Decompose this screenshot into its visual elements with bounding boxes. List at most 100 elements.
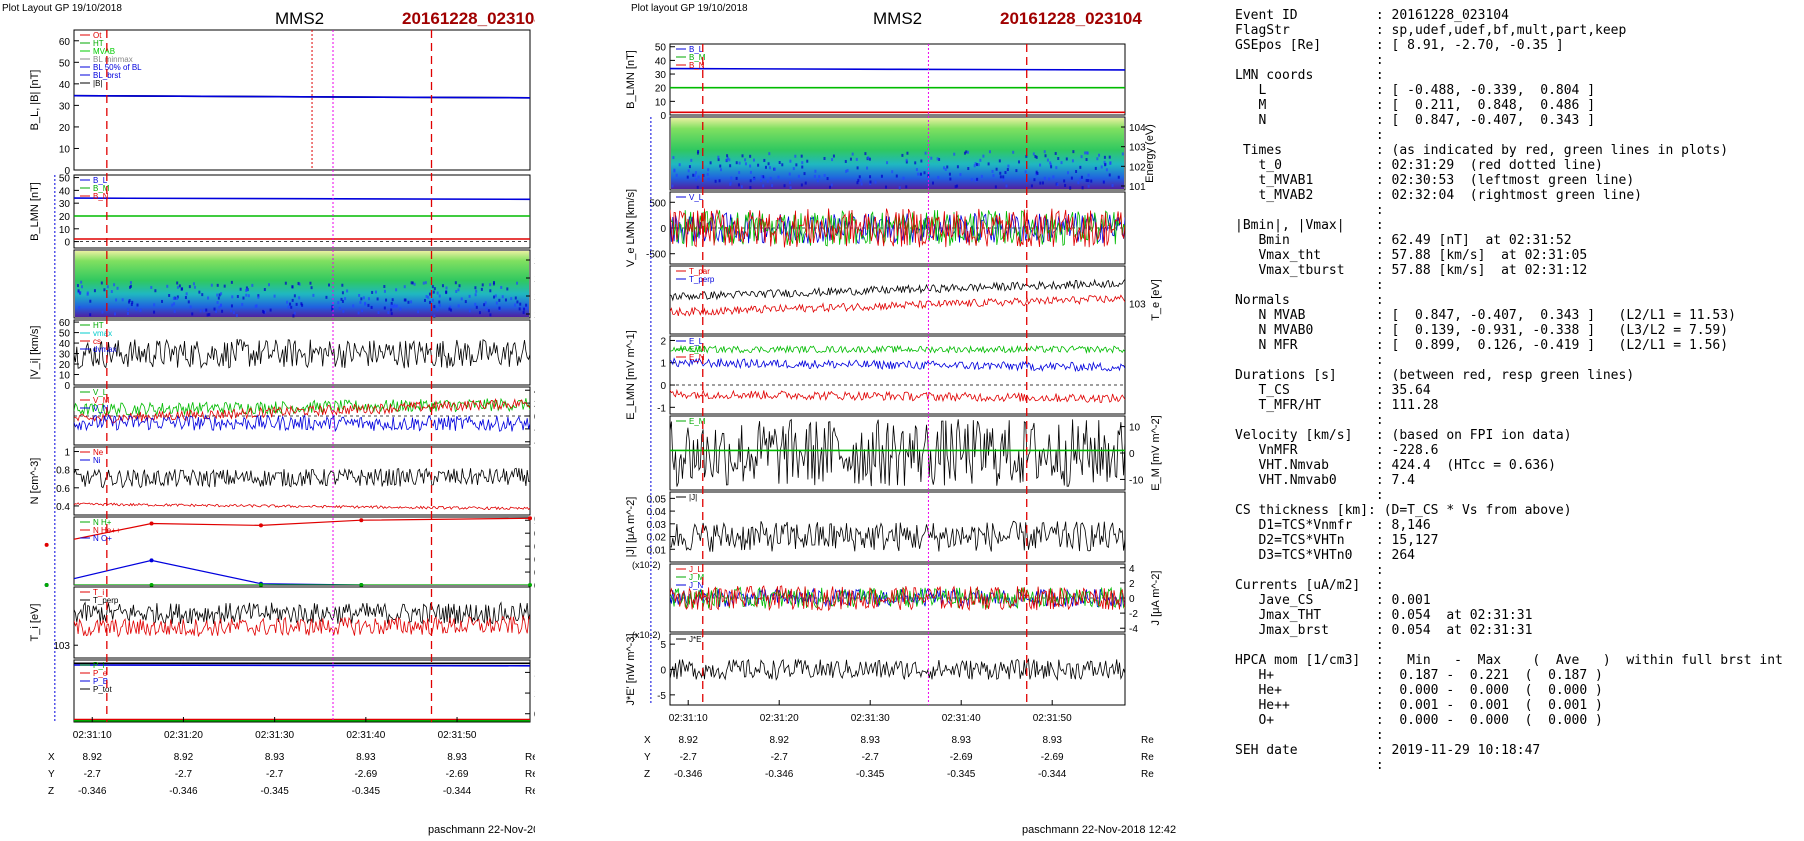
spec-pixel — [86, 291, 89, 295]
axis-label: J*E' [nW m^-3] — [625, 633, 637, 705]
legend-entry: V_L — [689, 193, 704, 202]
spec-pixel — [393, 303, 396, 307]
tick-label: 0 — [534, 581, 535, 592]
spec-pixel — [458, 284, 461, 288]
spec-pixel — [113, 312, 116, 316]
spec-pixel — [185, 292, 188, 296]
spec-pixel — [376, 297, 379, 301]
spec-pixel — [460, 297, 463, 301]
tick-label: 0.2 — [534, 568, 535, 579]
panel-Ni: 10.80.60.40.20N_i [cm^-3](x10-3)N H+N He… — [44, 513, 535, 592]
spec-pixel — [254, 304, 257, 308]
info-line: : — [1375, 53, 1384, 68]
spec-pixel — [856, 166, 859, 170]
spec-pixel — [474, 286, 477, 290]
info-line: Durations [s] : (between red, resp green… — [1235, 368, 1635, 383]
info-line: D3=TCS*VHTn0 : 264 — [1258, 548, 1416, 563]
spec-pixel — [702, 173, 705, 177]
spec-pixel — [717, 158, 720, 162]
spec-pixel — [948, 172, 951, 176]
spec-pixel — [481, 283, 484, 287]
series-e-m-bf — [670, 418, 1125, 487]
spec-pixel — [1096, 157, 1099, 161]
spec-pixel — [749, 154, 752, 158]
spec-pixel — [867, 156, 870, 160]
spec-pixel — [198, 290, 201, 294]
spec-pixel — [331, 305, 334, 309]
info-line: He+ : 0.000 - 0.000 ( 0.000 ) — [1258, 683, 1603, 698]
spec-pixel — [298, 296, 301, 300]
spec-pixel — [1072, 150, 1075, 154]
tick-label: -20 — [534, 425, 535, 436]
spec-pixel — [247, 294, 250, 298]
spec-pixel — [1057, 157, 1060, 161]
tick-label: 5 — [660, 640, 666, 651]
series--v-i- — [74, 338, 530, 369]
axis-label: |V_i| [km/s] — [29, 325, 41, 379]
spec-pixel — [489, 313, 492, 317]
tick-label: 40 — [59, 186, 71, 197]
spec-pixel — [976, 177, 979, 181]
coord-unit: Re — [525, 752, 535, 763]
spec-pixel — [760, 175, 763, 179]
spec-pixel — [1069, 186, 1072, 190]
spec-pixel — [340, 297, 343, 301]
spec-pixel — [126, 311, 129, 315]
panel-frame — [73, 319, 531, 386]
spec-pixel — [1104, 163, 1107, 167]
spec-pixel — [189, 305, 192, 309]
series-e-m — [670, 344, 1125, 355]
spec-pixel — [218, 293, 221, 297]
legend-entry: N H+ — [93, 518, 112, 527]
axis-label: E_M [mV m^-2] — [1150, 415, 1162, 490]
spec-pixel — [1048, 177, 1051, 181]
info-line: M : [ 0.211, 0.848, 0.486 ] — [1258, 98, 1596, 113]
axis-label: J [μA m^-2] — [1150, 571, 1162, 626]
tick-label: 103 — [534, 274, 535, 285]
spec-pixel — [423, 298, 426, 302]
coord-label: Y — [48, 769, 55, 780]
spec-pixel — [241, 303, 244, 307]
spec-pixel — [801, 161, 804, 165]
spec-pixel — [129, 281, 132, 285]
spec-pixel — [475, 289, 478, 293]
spec-pixel — [800, 154, 803, 158]
spec-pixel — [130, 303, 133, 307]
info-line: L : [ -0.488, -0.339, 0.804 ] — [1258, 83, 1596, 98]
spec-pixel — [982, 154, 985, 158]
spec-pixel — [1079, 177, 1082, 181]
spec-pixel — [89, 299, 92, 303]
spec-pixel — [325, 295, 328, 299]
axis-label: E_LMN [mV m^-1] — [625, 330, 637, 420]
axis-label: T_e [eV] — [1150, 279, 1162, 321]
tick-label: 40 — [59, 339, 71, 350]
coord-label: X — [48, 752, 55, 763]
spec-pixel — [767, 162, 770, 166]
tick-label: 1 — [660, 359, 666, 370]
legend-entry: MVAB — [93, 47, 115, 56]
spec-pixel — [291, 285, 294, 289]
spec-pixel — [413, 282, 416, 286]
legend-entry: BL minmax — [93, 55, 133, 64]
spec-pixel — [1046, 158, 1049, 162]
spec-pixel — [121, 298, 124, 302]
spec-pixel — [868, 157, 871, 161]
spec-pixel — [312, 293, 315, 297]
series-o- — [74, 559, 362, 585]
spec-pixel — [1102, 180, 1105, 184]
spec-pixel — [795, 163, 798, 167]
spec-pixel — [523, 307, 526, 311]
spec-pixel — [726, 154, 729, 158]
panel-Ve: 500 0 -500 V_e LMN [km/s] V_L — [625, 189, 1126, 267]
coord-value: -0.346 — [765, 769, 794, 780]
tick-label: 0 — [660, 666, 666, 677]
spec-pixel — [1007, 164, 1010, 168]
spec-pixel — [478, 311, 481, 315]
spec-pixel — [1111, 183, 1114, 187]
spec-pixel — [246, 288, 249, 292]
spec-pixel — [352, 304, 355, 308]
tick-label: 0.04 — [647, 507, 667, 518]
coord-value: -2.69 — [950, 752, 973, 763]
